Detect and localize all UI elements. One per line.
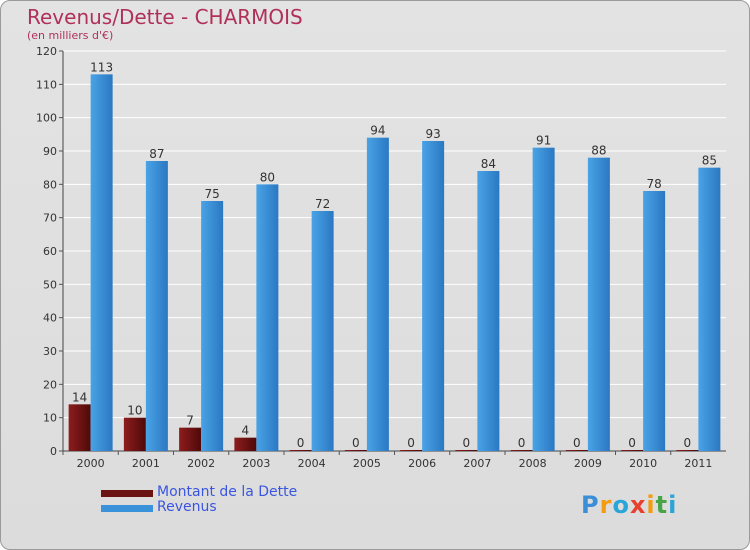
value-label-revenus: 93 xyxy=(425,127,440,141)
x-tick-label: 2000 xyxy=(77,457,105,470)
bar-revenus xyxy=(256,184,279,452)
bar-chart: 0102030405060708090100110120200014113200… xyxy=(36,45,726,470)
logo-letter: i xyxy=(668,491,678,519)
bar-revenus xyxy=(477,171,500,451)
value-label-dette: 4 xyxy=(242,424,250,438)
bar-dette xyxy=(400,450,423,451)
y-tick-label: 30 xyxy=(43,345,57,358)
y-tick-label: 50 xyxy=(43,278,57,291)
value-label-revenus: 72 xyxy=(315,197,330,211)
value-label-dette: 0 xyxy=(407,436,415,450)
y-tick-label: 40 xyxy=(43,312,57,325)
bar-revenus xyxy=(366,137,389,451)
bar-revenus xyxy=(311,211,334,451)
bar-revenus xyxy=(145,161,168,451)
chart-subtitle: (en milliers d'€) xyxy=(27,29,114,42)
bar-revenus xyxy=(587,157,610,451)
x-tick-label: 2003 xyxy=(242,457,270,470)
x-tick-label: 2005 xyxy=(353,457,381,470)
value-label-revenus: 78 xyxy=(646,177,661,191)
labels: 0102030405060708090100110120200014113200… xyxy=(36,45,717,470)
y-tick-label: 120 xyxy=(36,45,57,58)
logo-letter: i xyxy=(646,491,656,519)
value-label-dette: 0 xyxy=(352,436,360,450)
x-tick-label: 2011 xyxy=(684,457,712,470)
value-label-revenus: 75 xyxy=(204,187,219,201)
value-label-dette: 10 xyxy=(127,404,142,418)
logo-letter: P xyxy=(581,491,600,519)
y-tick-label: 100 xyxy=(36,112,57,125)
proxiti-logo: Proxiti xyxy=(581,491,677,519)
value-label-revenus: 91 xyxy=(536,134,551,148)
bar-dette xyxy=(676,450,699,451)
value-label-dette: 0 xyxy=(628,436,636,450)
value-label-dette: 0 xyxy=(463,436,471,450)
legend-swatch-debt xyxy=(101,490,153,497)
value-label-revenus: 85 xyxy=(702,154,717,168)
value-label-dette: 14 xyxy=(72,390,87,404)
logo-letter: r xyxy=(599,491,613,519)
axes xyxy=(59,50,726,455)
x-tick-label: 2007 xyxy=(463,457,491,470)
bar-dette xyxy=(455,450,478,451)
legend-label-revenus: Revenus xyxy=(157,499,217,515)
logo-letter: t xyxy=(655,491,669,519)
value-label-dette: 0 xyxy=(518,436,526,450)
value-label-revenus: 80 xyxy=(260,170,275,184)
y-tick-label: 20 xyxy=(43,378,57,391)
bar-dette xyxy=(234,437,257,451)
bar-revenus xyxy=(532,147,555,451)
x-tick-label: 2002 xyxy=(187,457,215,470)
value-label-revenus: 94 xyxy=(370,124,385,138)
value-label-revenus: 113 xyxy=(90,60,113,74)
y-tick-label: 80 xyxy=(43,178,57,191)
y-tick-label: 90 xyxy=(43,145,57,158)
x-tick-label: 2008 xyxy=(519,457,547,470)
bar-dette xyxy=(68,404,91,451)
value-label-dette: 0 xyxy=(684,436,692,450)
bar-revenus xyxy=(422,141,445,451)
x-tick-label: 2006 xyxy=(408,457,436,470)
logo-letter: x xyxy=(629,491,647,519)
bar-dette xyxy=(123,417,146,451)
y-tick-label: 70 xyxy=(43,212,57,225)
y-tick-label: 10 xyxy=(43,412,57,425)
bar-dette xyxy=(565,450,588,451)
value-label-revenus: 87 xyxy=(149,147,164,161)
bar-dette xyxy=(344,450,367,451)
value-label-dette: 0 xyxy=(573,436,581,450)
bar-revenus xyxy=(90,74,113,451)
bar-dette xyxy=(289,450,312,451)
bar-dette xyxy=(621,450,644,451)
bar-dette xyxy=(179,427,202,451)
x-tick-label: 2004 xyxy=(298,457,326,470)
bar-dette xyxy=(510,450,533,451)
value-label-revenus: 84 xyxy=(481,157,496,171)
bars xyxy=(68,74,721,452)
x-tick-label: 2001 xyxy=(132,457,160,470)
x-tick-label: 2009 xyxy=(574,457,602,470)
bar-revenus xyxy=(643,191,666,451)
logo-letter: o xyxy=(612,491,630,519)
value-label-dette: 0 xyxy=(297,436,305,450)
chart-title: Revenus/Dette - CHARMOIS xyxy=(27,5,303,29)
legend-label-debt: Montant de la Dette xyxy=(157,484,298,500)
value-label-revenus: 88 xyxy=(591,144,606,158)
y-tick-label: 110 xyxy=(36,78,57,91)
bar-revenus xyxy=(698,167,721,451)
bar-revenus xyxy=(201,201,224,451)
legend-swatch-revenus xyxy=(101,505,153,512)
value-label-dette: 7 xyxy=(186,414,194,428)
x-tick-label: 2010 xyxy=(629,457,657,470)
y-tick-label: 0 xyxy=(50,445,57,458)
y-tick-label: 60 xyxy=(43,245,57,258)
